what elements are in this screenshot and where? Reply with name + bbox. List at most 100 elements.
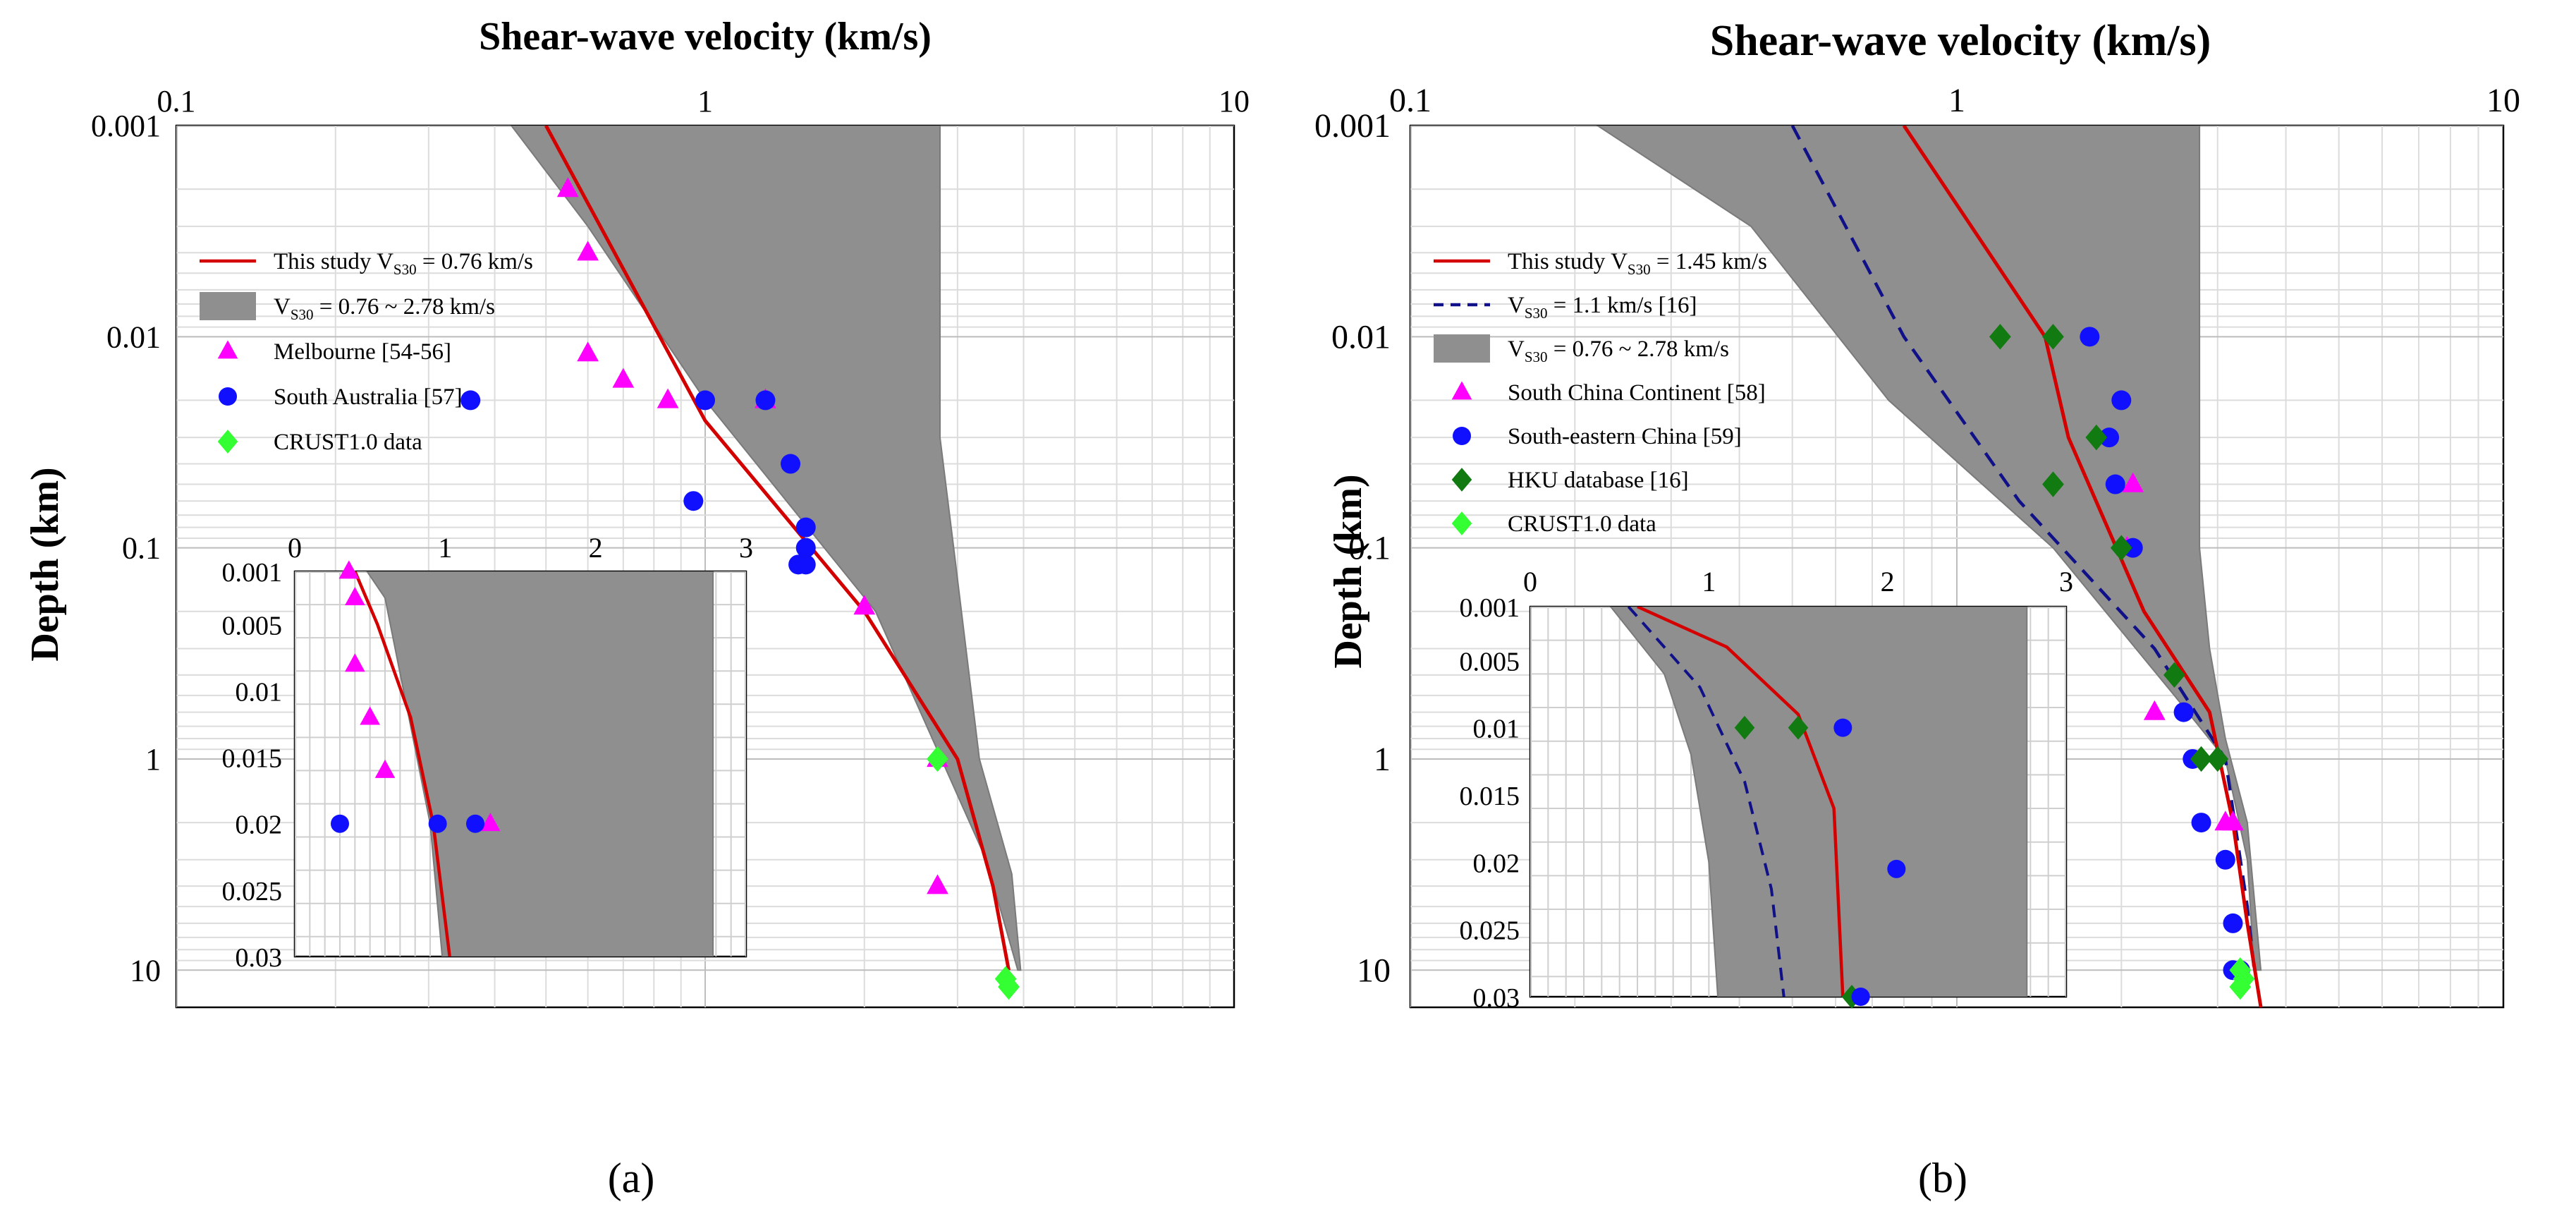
inset-x-tick-label: 2	[589, 532, 603, 564]
y-tick-label: 10	[130, 953, 161, 988]
this-study-curve	[544, 126, 1011, 971]
y-tick-label: 10	[1357, 952, 1391, 989]
inset-y-tick-label: 0.01	[236, 677, 283, 707]
data-point	[2122, 472, 2144, 492]
y-tick-label: 0.01	[1331, 318, 1391, 356]
inset-data-point	[1887, 859, 1906, 878]
legend-entry-label: CRUST1.0 data	[274, 430, 422, 455]
y-tick-label: 0.01	[106, 320, 161, 354]
legend-entry-label: Melbourne [54-56]	[274, 339, 451, 365]
inset-data-point	[428, 814, 447, 833]
panel-a-label: (a)	[608, 1155, 655, 1201]
legend-entry-label: South-eastern China [59]	[1508, 424, 1742, 449]
data-point	[781, 454, 801, 474]
panel-a-inset-band	[366, 571, 714, 957]
data-point	[2110, 535, 2132, 561]
data-point	[795, 538, 816, 558]
inset-x-tick-label: 3	[2059, 566, 2073, 597]
panel-a-inset-tick-labels: 0 1 2 3 0.001 0.005 0.01 0.015 0.02 0.025 0.03	[222, 532, 754, 973]
y-tick-label: 1	[145, 742, 161, 777]
inset-y-tick-label: 0.001	[1460, 593, 1520, 623]
legend-entry-label: This study VS30 = 1.45 km/s	[1508, 249, 1767, 278]
x-tick-label: 1	[697, 84, 713, 119]
inset-data-point	[1833, 718, 1852, 737]
data-point	[2206, 746, 2229, 772]
panel-a-curves	[544, 126, 1011, 971]
inset-data-point	[374, 759, 396, 778]
y-tick-label: 0.001	[1314, 107, 1391, 145]
inset-y-tick-label: 0.03	[1473, 983, 1520, 1013]
inset-x-tick-label: 0	[1523, 566, 1537, 597]
inset-data-point	[1788, 715, 1809, 740]
panel-b-x-axis-title: Shear-wave velocity (km/s)	[1710, 17, 2211, 65]
data-point	[2085, 424, 2108, 451]
data-point	[577, 341, 599, 362]
inset-y-tick-label: 0.015	[1460, 782, 1520, 811]
data-point	[2099, 427, 2120, 448]
panel-b-y-axis-title: Depth (km)	[1326, 474, 1370, 668]
data-point	[795, 554, 816, 575]
legend-marker	[1451, 468, 1472, 492]
legend-entry-label: VS30 = 0.76 ~ 2.78 km/s	[274, 294, 495, 323]
data-point	[755, 390, 776, 411]
data-point	[2105, 474, 2125, 494]
data-point	[695, 390, 715, 411]
inset-x-tick-label: 2	[1881, 566, 1895, 597]
inset-data-point	[466, 814, 484, 833]
inset-x-tick-label: 1	[438, 532, 452, 564]
inset-x-tick-label: 3	[739, 532, 753, 564]
inset-y-tick-label: 0.025	[1460, 916, 1520, 946]
data-point	[2222, 811, 2244, 831]
inset-data-point	[1851, 988, 1870, 1006]
data-point	[577, 241, 599, 261]
inset-x-tick-label: 1	[1702, 566, 1716, 597]
legend-entry-label: South Australia [57]	[274, 384, 463, 410]
panel-a-x-axis-title: Shear-wave velocity (km/s)	[479, 15, 932, 59]
panel-b-inset-band	[1609, 607, 2028, 997]
panel-b-label: (b)	[1918, 1155, 1967, 1201]
legend-swatch	[200, 292, 256, 320]
inset-y-tick-label: 0.02	[1473, 849, 1520, 878]
panel-b-curves	[1790, 126, 2263, 1007]
inset-y-tick-label: 0.005	[222, 611, 283, 641]
panel-a-data-points	[460, 177, 1020, 1000]
inset-data-point	[1734, 715, 1755, 740]
data-point	[2191, 813, 2211, 833]
inset-data-point	[338, 560, 360, 579]
data-point	[2042, 471, 2064, 497]
y-tick-label: 0.1	[1348, 530, 1391, 567]
data-point	[2080, 327, 2100, 347]
legend-entry-label: HKU database [16]	[1508, 468, 1689, 493]
inset-y-tick-label: 0.01	[1473, 715, 1520, 744]
legend-swatch	[1434, 334, 1490, 363]
data-point	[2163, 662, 2185, 688]
panel-a-inset-points	[331, 560, 501, 833]
data-point	[927, 746, 948, 772]
y-tick-label: 1	[1374, 741, 1391, 778]
legend-marker	[219, 387, 237, 406]
inset-y-tick-label: 0.03	[236, 943, 283, 973]
inset-data-point	[331, 814, 349, 833]
data-point	[2215, 849, 2235, 870]
this-study-curve	[1902, 126, 2263, 1007]
y-tick-label: 0.001	[91, 109, 161, 143]
data-point	[683, 491, 704, 511]
data-point	[1989, 324, 2011, 350]
data-point	[795, 517, 816, 538]
legend-marker	[1451, 381, 1472, 400]
panel-b-inset-tick-labels: 0 1 2 3 0.001 0.005 0.01 0.015 0.02 0.025 0.03	[1460, 566, 2074, 1013]
data-point	[2223, 913, 2243, 933]
panel-b-inset-points	[1734, 715, 1906, 1009]
panel-b-legend: This study VS30 = 1.45 km/s VS30 = 1.1 km…	[1434, 249, 1767, 537]
y-tick-label: 0.1	[122, 531, 161, 566]
panel-a-legend: This study VS30 = 0.76 km/s VS30 = 0.76 ~…	[200, 249, 533, 455]
legend-marker	[1453, 427, 1471, 445]
panel-a-inset-curves	[353, 571, 451, 957]
vs30-1.1-curve	[1790, 126, 2256, 971]
legend-marker	[217, 430, 238, 454]
legend-entry-label: South China Continent [58]	[1508, 380, 1766, 406]
legend-entry-label: VS30 = 1.1 km/s [16]	[1508, 293, 1697, 322]
